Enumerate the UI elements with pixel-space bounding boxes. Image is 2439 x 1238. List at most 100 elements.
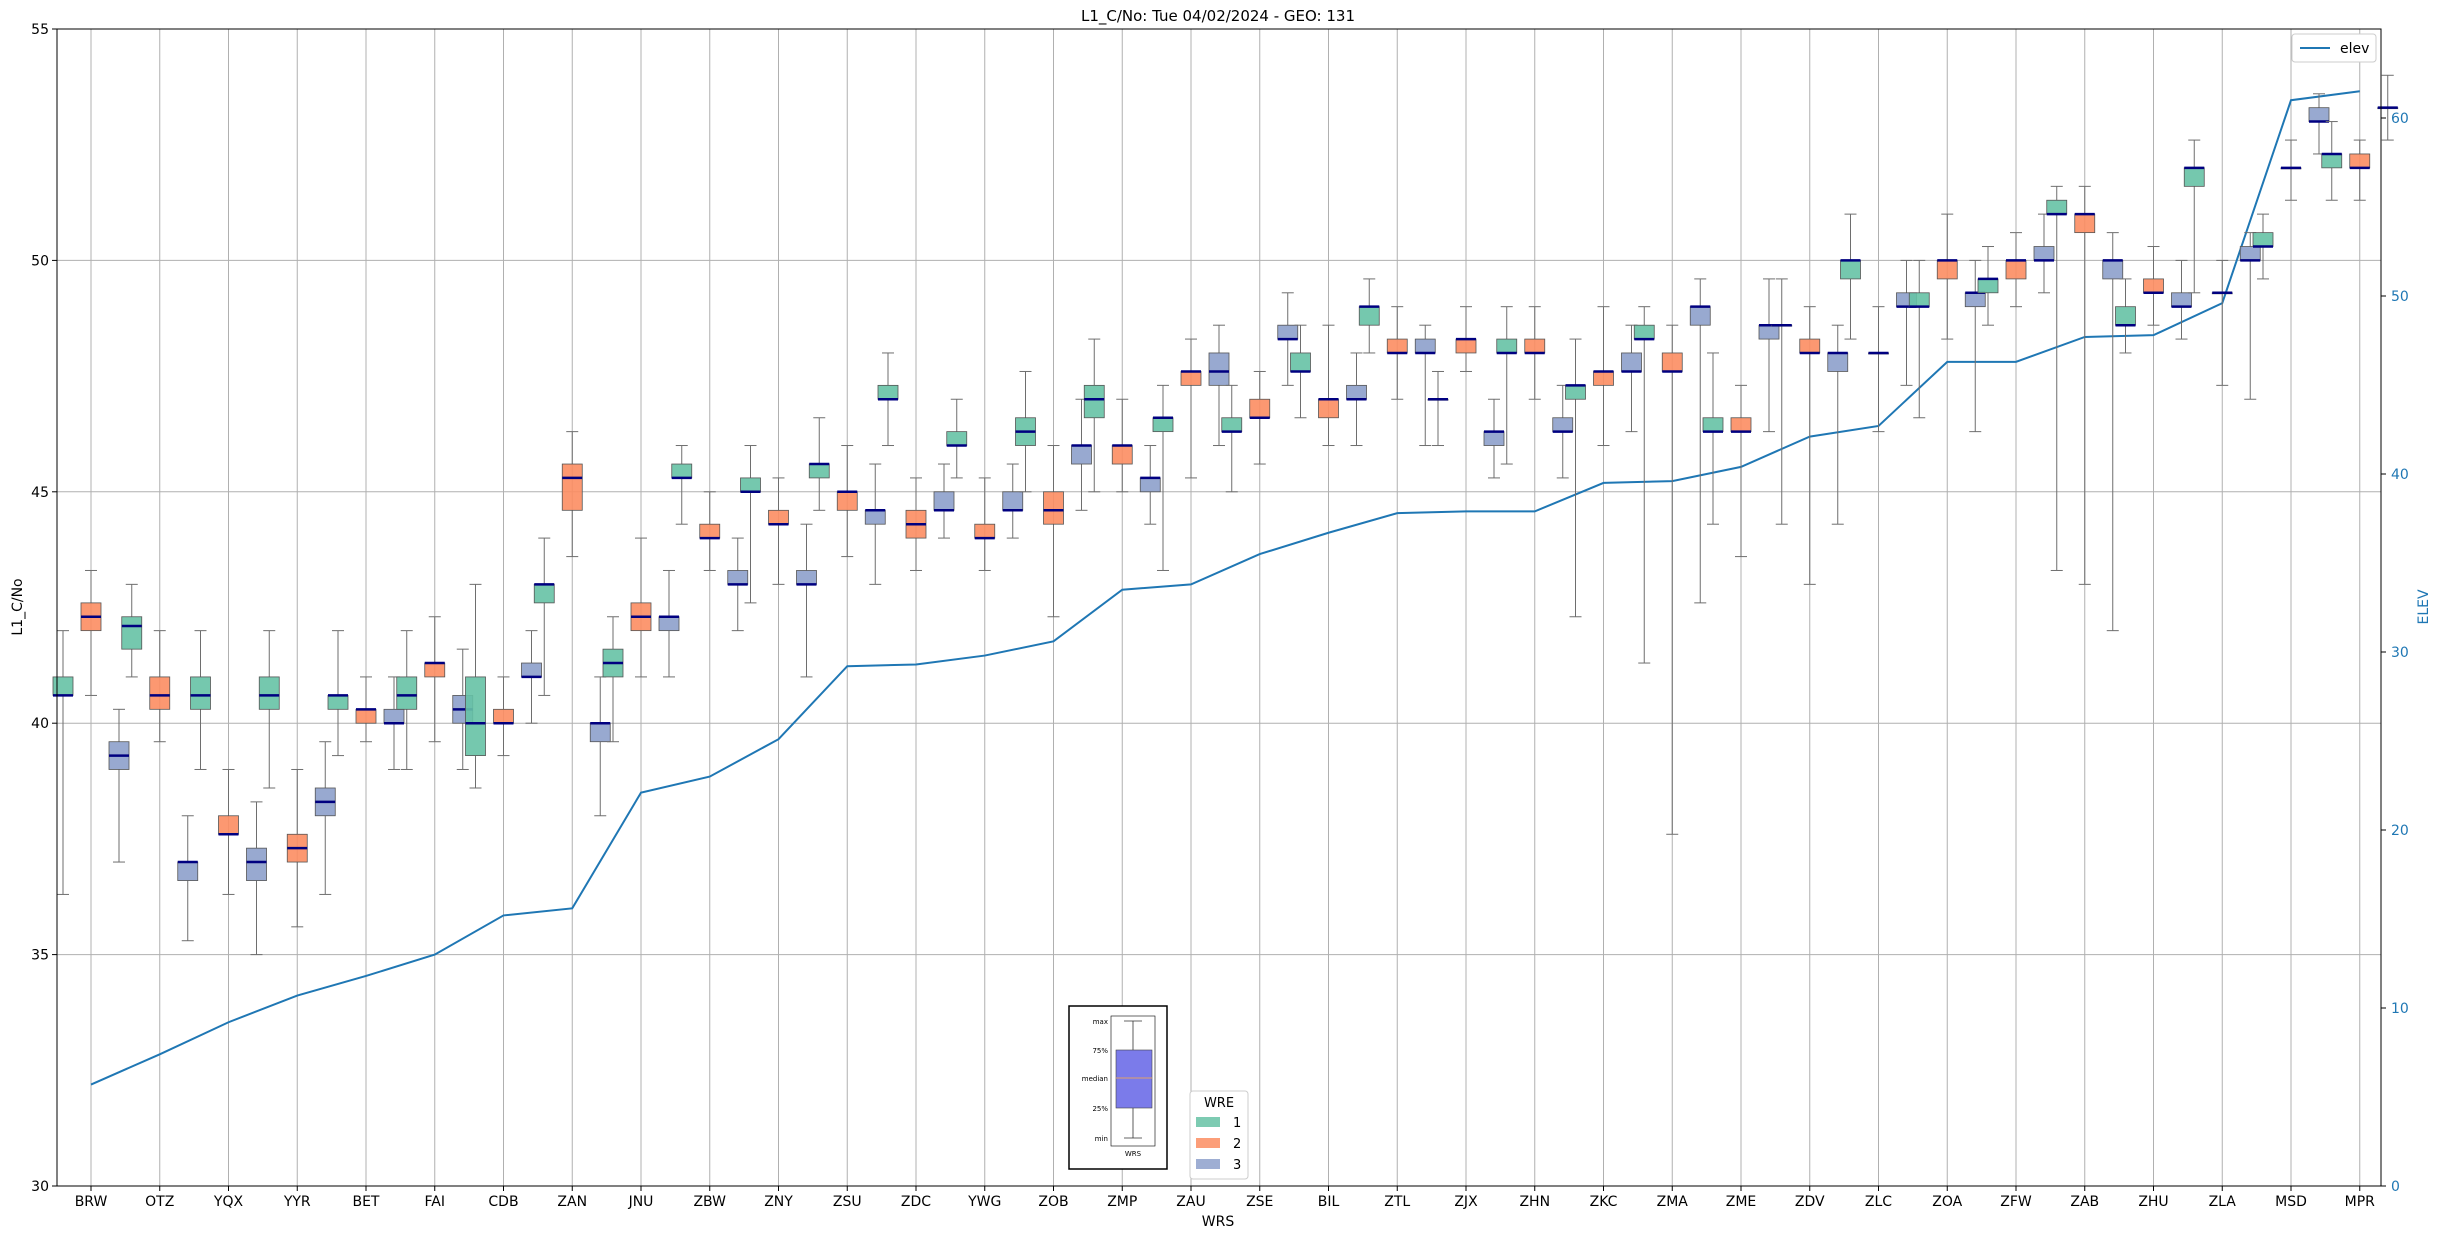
box-ZBW-wre1 — [671, 445, 693, 525]
box-ZTL-wre3 — [1414, 324, 1436, 447]
y2-tick-label: 60 — [2391, 111, 2409, 127]
box-body — [699, 523, 721, 539]
box-body — [465, 676, 486, 756]
box-body — [327, 695, 349, 710]
elev-series-line — [90, 90, 2360, 1086]
box-ZJX-wre3 — [1483, 398, 1505, 479]
box-body — [424, 662, 446, 678]
box-ZME-wre3 — [1758, 278, 1780, 433]
x-tick-label: BIL — [1318, 1194, 1340, 1210]
box-OTZ-wre2 — [149, 630, 171, 743]
box-body — [864, 509, 886, 525]
box-body — [1661, 352, 1683, 372]
wre-legend-label-3: 3 — [1233, 1158, 1241, 1173]
box-ZDV-wre3 — [1827, 324, 1849, 525]
box-body — [1208, 352, 1230, 386]
box-FAI-wre1 — [396, 630, 418, 770]
box-ZOB-wre1 — [1015, 370, 1036, 493]
box-ZBW-wre2 — [699, 491, 721, 571]
box-ZHN-wre1 — [1496, 306, 1518, 465]
box-ZFW-wre3 — [2033, 213, 2055, 294]
box-ZKC-wre1 — [1565, 338, 1586, 618]
box-ZAN-wre3 — [589, 676, 611, 817]
box-body — [1290, 352, 1311, 372]
box-key-xlabel: WRS — [1125, 1150, 1142, 1158]
box-BIL-wre3 — [1346, 352, 1367, 447]
box-ZOA-wre1 — [1908, 259, 1930, 419]
box-body — [2074, 213, 2096, 234]
y2-tick-label: 30 — [2391, 645, 2409, 661]
box-body — [121, 616, 143, 650]
box-body — [52, 676, 74, 696]
box-ZSE-wre2 — [1249, 370, 1271, 465]
box-CDB-wre1 — [465, 583, 486, 789]
box-BRW-wre1 — [52, 630, 74, 895]
box-body — [589, 722, 611, 743]
x-tick-label: BET — [352, 1194, 379, 1210]
box-body — [1071, 445, 1092, 465]
box-ZDV-wre1 — [1771, 278, 1793, 525]
y2-axis: 0 10 20 30 40 50 60 — [2381, 111, 2409, 1195]
x-tick-label: ZOB — [1038, 1194, 1068, 1210]
box-body — [1180, 371, 1202, 386]
box-body — [1908, 292, 1930, 308]
x-tick-label: ZNY — [764, 1194, 793, 1210]
box-ZOA-wre2 — [1936, 213, 1958, 340]
box-body — [1496, 338, 1518, 354]
x-tick-label: ZHN — [1519, 1194, 1550, 1210]
box-key: max 75% median 25% min WRS — [1068, 1005, 1168, 1170]
box-BET-wre3 — [383, 676, 405, 770]
box-ZMA-wre2 — [1661, 324, 1683, 835]
box-BRW-wre2 — [80, 569, 102, 696]
box-CDB-wre3 — [521, 630, 542, 724]
box-MPR-wre1 — [2321, 121, 2343, 201]
box-body — [1346, 384, 1367, 400]
box-key-label-q1: 25% — [1092, 1105, 1108, 1113]
box-body — [149, 676, 171, 710]
box-body — [1689, 306, 1711, 326]
box-ZAN-wre2 — [561, 431, 583, 558]
box-body — [796, 570, 817, 585]
box-ZME-wre2 — [1730, 384, 1752, 558]
box-body — [2239, 246, 2261, 261]
x-tick-label: ZAB — [2070, 1194, 2099, 1210]
box-key-label-max: max — [1093, 1018, 1108, 1026]
box-body — [1799, 338, 1821, 354]
box-YYR-wre1 — [258, 630, 280, 789]
box-YQX-wre1 — [190, 630, 211, 770]
box-body — [2005, 259, 2027, 280]
x-tick-label: ZOA — [1932, 1194, 1962, 1210]
box-ZFW-wre1 — [1977, 246, 1999, 326]
y-tick-label: 35 — [31, 948, 49, 964]
wre-legend-swatch-1 — [1196, 1117, 1220, 1127]
x-tick-label: ZTL — [1384, 1194, 1410, 1210]
x-tick-label: ZKC — [1590, 1194, 1618, 1210]
x-tick-label: ZBW — [693, 1194, 726, 1210]
x-tick-label: FAI — [425, 1194, 445, 1210]
elev-legend-label: elev — [2340, 41, 2369, 57]
y-axis: 30 35 40 45 50 55 — [31, 22, 57, 1195]
box-ZFW-wre2 — [2005, 232, 2027, 308]
box-body — [246, 847, 267, 881]
box-ZMP-wre3 — [1139, 445, 1161, 525]
box-ZNY-wre1 — [740, 445, 761, 604]
box-body — [1002, 491, 1024, 511]
box-MPR-wre2 — [2349, 139, 2371, 201]
y-tick-label: 55 — [31, 22, 49, 38]
box-body — [2321, 153, 2343, 169]
box-ZBW-wre3 — [727, 537, 749, 632]
x-tick-label: CDB — [488, 1194, 518, 1210]
box-ZHU-wre1 — [2115, 278, 2136, 354]
box-YQX-wre2 — [218, 768, 239, 895]
box-ZKC-wre2 — [1593, 306, 1614, 447]
chart-title: L1_C/No: Tue 04/02/2024 - GEO: 131 — [1081, 7, 1355, 26]
x-tick-label: ZJX — [1454, 1194, 1478, 1210]
box-body — [1840, 259, 1861, 280]
wre-legend: WRE 1 2 3 — [1189, 1090, 1249, 1180]
box-body — [1621, 352, 1642, 372]
box-body — [974, 523, 996, 539]
box-ZAB-wre1 — [2046, 185, 2068, 571]
box-body — [2033, 246, 2055, 261]
box-ZTL-wre1 — [1358, 278, 1380, 354]
